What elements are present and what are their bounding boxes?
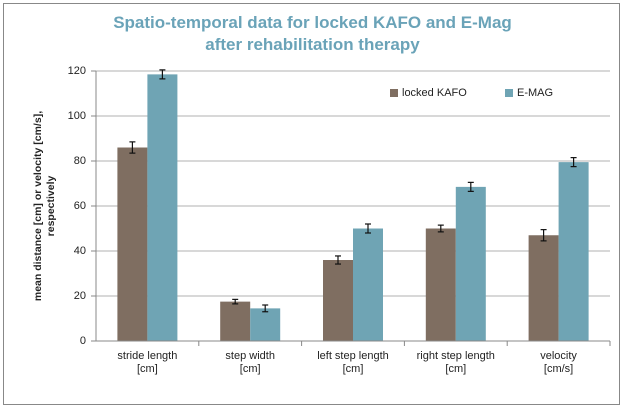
legend-swatch [390,89,398,97]
y-tick-label: 100 [68,110,86,122]
chart-title: Spatio-temporal data for locked KAFO and… [113,13,512,54]
x-tick-label: stride length [cm] [117,350,178,375]
chart-frame [3,3,620,405]
bar [220,301,251,341]
y-axis-label: mean distance [cm] or velocity [cm/s], r… [32,110,57,302]
x-tick-label: left step length [cm] [317,350,389,375]
y-tick-label: 40 [74,245,86,257]
bar [323,260,353,341]
x-tick-label: velocity [cm/s] [540,350,577,375]
bar [250,308,281,341]
legend-label: locked KAFO [402,87,467,99]
bar [353,228,383,341]
bar [147,74,178,341]
x-tick-label: step width [cm] [225,350,275,375]
legend-label: E-MAG [517,87,553,99]
bar [558,162,589,341]
x-tick-label: right step length [cm] [416,350,495,375]
bar [425,228,456,341]
bar [455,186,486,341]
y-tick-label: 20 [74,290,86,302]
y-tick-label: 60 [74,200,86,212]
y-tick-label: 120 [68,65,86,77]
y-tick-label: 0 [80,335,86,347]
legend-swatch [505,89,513,97]
bar [117,147,148,341]
bar [528,235,559,341]
y-tick-label: 80 [74,155,86,167]
